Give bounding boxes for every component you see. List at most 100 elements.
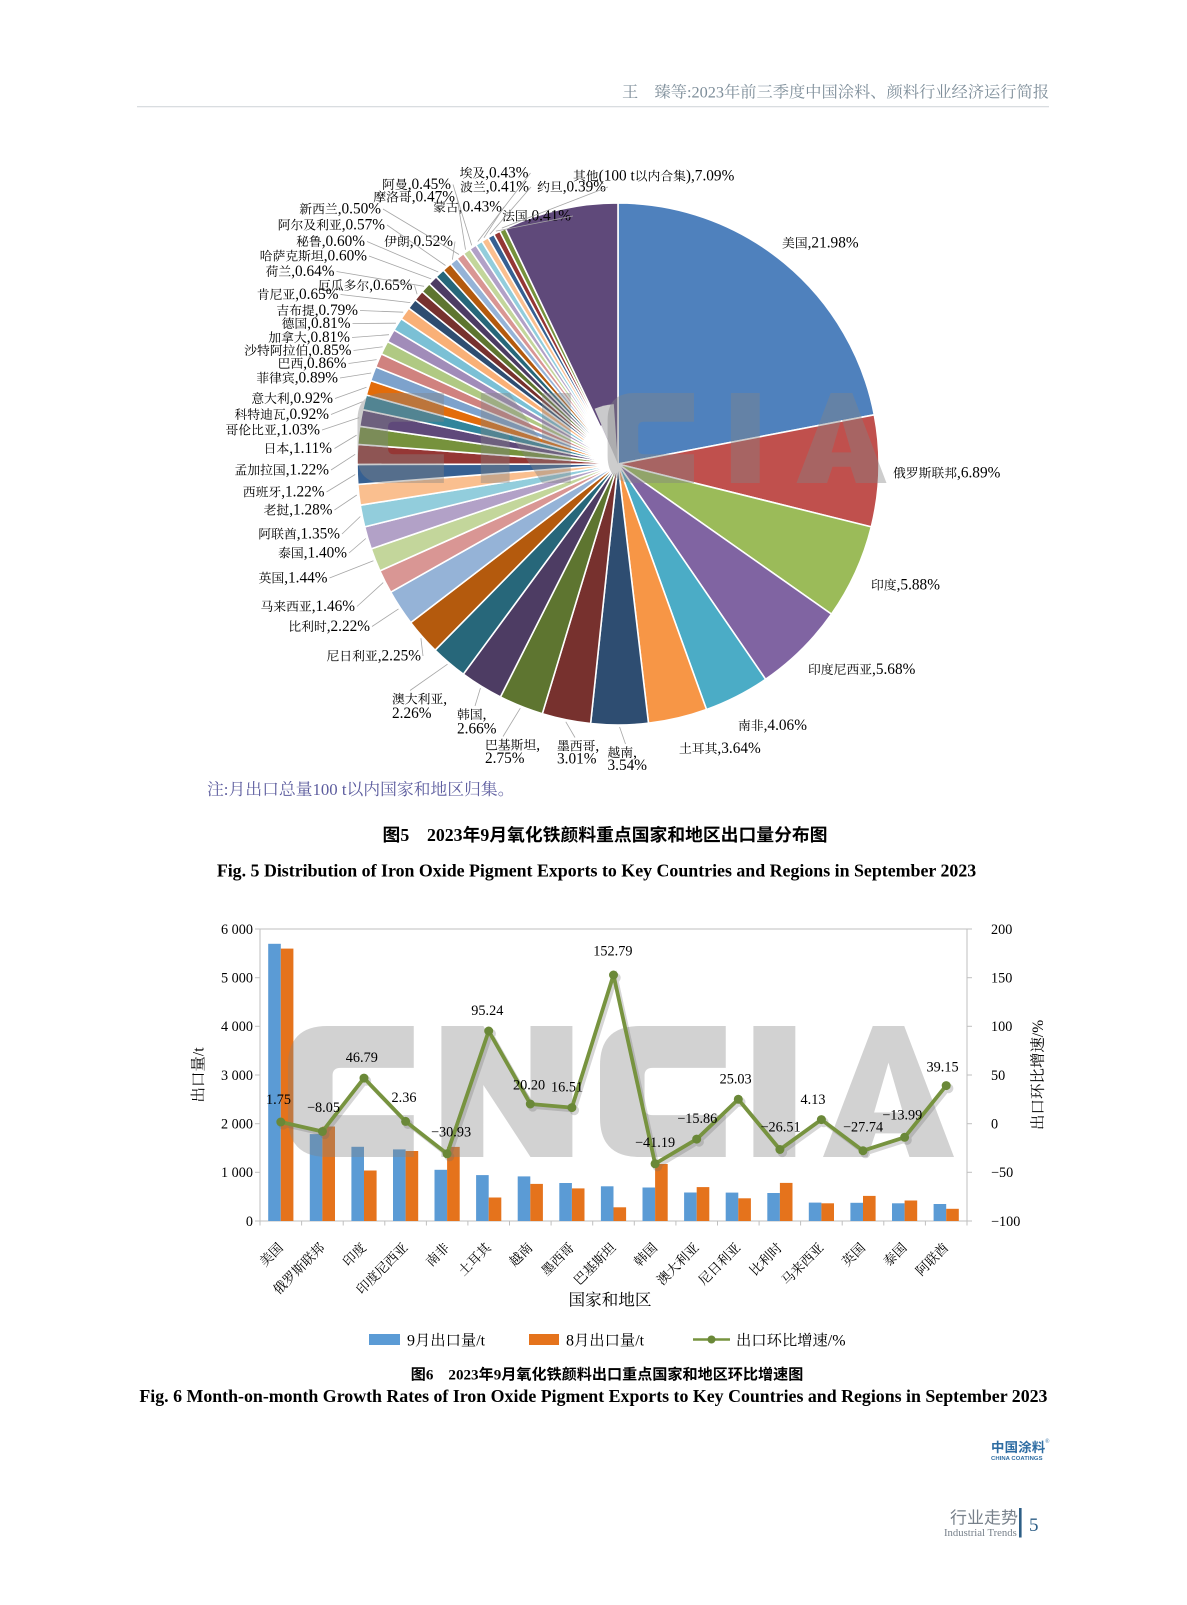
svg-text:25.03: 25.03 [720, 1072, 752, 1088]
svg-text:,5.68%: ,5.68% [872, 661, 916, 678]
svg-text:,5.88%: ,5.88% [897, 577, 941, 594]
svg-text:,0.50%: ,0.50% [338, 201, 382, 218]
svg-text:5 000: 5 000 [221, 971, 253, 987]
svg-text:2.26%: 2.26% [392, 705, 432, 722]
svg-text:,1.22%: ,1.22% [281, 484, 325, 501]
svg-text:Fig. 5 Distribution of Iron: Fig. 5 Distribution of Iron Oxide Pigmen… [217, 861, 976, 881]
svg-text:46.79: 46.79 [346, 1050, 378, 1066]
svg-text:,1.22%: ,1.22% [286, 462, 330, 479]
svg-text:,0.86%: ,0.86% [303, 355, 347, 372]
svg-text:(100 t: (100 t [599, 168, 636, 185]
svg-text:2023: 2023 [427, 825, 463, 845]
svg-text:2 000: 2 000 [221, 1117, 253, 1133]
svg-text:/%: /% [828, 1333, 846, 1350]
svg-text:1.75: 1.75 [266, 1092, 291, 1108]
svg-text:1 000: 1 000 [221, 1165, 253, 1181]
svg-text:−50: −50 [991, 1165, 1013, 1181]
svg-text:−15.86: −15.86 [677, 1111, 717, 1127]
svg-text:−26.51: −26.51 [761, 1119, 801, 1135]
svg-text:−41.19: −41.19 [635, 1135, 675, 1151]
svg-text:9: 9 [494, 1368, 502, 1384]
svg-text:,: , [443, 691, 447, 708]
svg-text:100 t: 100 t [313, 780, 347, 799]
svg-text:,0.60%: ,0.60% [324, 248, 368, 265]
svg-text:,1.46%: ,1.46% [312, 598, 356, 615]
svg-text:200: 200 [991, 922, 1012, 938]
svg-text:−13.99: −13.99 [882, 1108, 922, 1124]
svg-text:2.66%: 2.66% [457, 721, 497, 738]
svg-text:,0.92%: ,0.92% [290, 390, 334, 407]
svg-text::: : [224, 780, 229, 799]
svg-text:/t: /t [191, 1047, 208, 1056]
svg-text:,0.39%: ,0.39% [563, 179, 607, 196]
svg-text:,2.22%: ,2.22% [327, 618, 371, 635]
svg-text:,1.40%: ,1.40% [304, 545, 348, 562]
svg-text:50: 50 [991, 1068, 1005, 1084]
svg-text:2023: 2023 [448, 1368, 479, 1384]
svg-text:,0.52%: ,0.52% [410, 233, 454, 250]
svg-text:,: , [595, 738, 599, 755]
svg-text:,1.35%: ,1.35% [297, 526, 341, 543]
svg-text:,0.47%: ,0.47% [412, 189, 456, 206]
svg-text:5: 5 [400, 825, 409, 845]
svg-text:/%: /% [1030, 1020, 1047, 1037]
svg-text:100: 100 [991, 1019, 1012, 1035]
svg-text:95.24: 95.24 [471, 1003, 503, 1019]
svg-text:,3.64%: ,3.64% [717, 740, 761, 757]
svg-text:,0.41%: ,0.41% [528, 208, 572, 225]
svg-text:4.13: 4.13 [801, 1092, 826, 1108]
svg-text:,0.43%: ,0.43% [459, 199, 503, 216]
svg-text:,1.11%: ,1.11% [289, 440, 332, 457]
svg-text:Industrial Trends: Industrial Trends [944, 1527, 1017, 1539]
svg-text:2.75%: 2.75% [485, 750, 525, 767]
svg-text:),7.09%: ),7.09% [686, 168, 735, 185]
svg-text:−8.05: −8.05 [307, 1100, 340, 1116]
svg-text:Fig. 6 Month-on-month Growth: Fig. 6 Month-on-month Growth Rates of Ir… [139, 1386, 1047, 1406]
svg-text::2023: :2023 [687, 84, 724, 102]
svg-text:150: 150 [991, 971, 1012, 987]
svg-text:,1.28%: ,1.28% [289, 502, 333, 519]
svg-text:,0.85%: ,0.85% [308, 342, 352, 359]
svg-text:,0.43%: ,0.43% [485, 165, 529, 182]
svg-text:,0.79%: ,0.79% [315, 302, 359, 319]
svg-text:0: 0 [991, 1117, 998, 1133]
svg-text:,21.98%: ,21.98% [808, 235, 859, 252]
svg-text:,0.45%: ,0.45% [408, 176, 452, 193]
svg-text:2.36: 2.36 [392, 1090, 417, 1106]
svg-text:4 000: 4 000 [221, 1019, 253, 1035]
svg-text:,: , [633, 744, 637, 761]
svg-text:152.79: 152.79 [593, 944, 632, 960]
svg-text:6 000: 6 000 [221, 922, 253, 938]
svg-text:,1.44%: ,1.44% [284, 570, 328, 587]
svg-text:,0.92%: ,0.92% [286, 406, 330, 423]
svg-text:9: 9 [407, 1333, 415, 1350]
svg-text:3.01%: 3.01% [557, 751, 597, 768]
svg-text:,0.64%: ,0.64% [291, 263, 335, 280]
svg-text:3.54%: 3.54% [608, 757, 648, 774]
svg-text:8: 8 [566, 1333, 574, 1350]
svg-text:−27.74: −27.74 [843, 1119, 883, 1135]
svg-text:®: ® [1045, 1438, 1050, 1445]
svg-text:,2.25%: ,2.25% [378, 648, 422, 665]
svg-text:/t: /t [635, 1333, 644, 1350]
svg-text:−100: −100 [991, 1214, 1020, 1230]
svg-text:,0.60%: ,0.60% [322, 233, 366, 250]
svg-text:6: 6 [426, 1368, 434, 1384]
svg-text:39.15: 39.15 [927, 1060, 959, 1076]
svg-text:,1.03%: ,1.03% [277, 422, 321, 439]
svg-text:,0.41%: ,0.41% [486, 179, 530, 196]
svg-text:,6.89%: ,6.89% [957, 465, 1001, 482]
svg-text:,0.65%: ,0.65% [369, 277, 413, 294]
svg-text:5: 5 [1029, 1515, 1039, 1536]
svg-text:16.51: 16.51 [551, 1079, 583, 1095]
svg-text:9: 9 [480, 825, 489, 845]
svg-text:,0.57%: ,0.57% [342, 217, 386, 234]
svg-text:,4.06%: ,4.06% [764, 717, 808, 734]
svg-text:20.20: 20.20 [513, 1078, 545, 1094]
svg-text:,0.81%: ,0.81% [307, 315, 351, 332]
svg-text:0: 0 [246, 1214, 253, 1230]
svg-text:CHINA COATINGS: CHINA COATINGS [991, 1456, 1043, 1462]
svg-text:−30.93: −30.93 [431, 1125, 471, 1141]
svg-text:,: , [536, 737, 540, 754]
svg-text:,0.65%: ,0.65% [295, 286, 339, 303]
